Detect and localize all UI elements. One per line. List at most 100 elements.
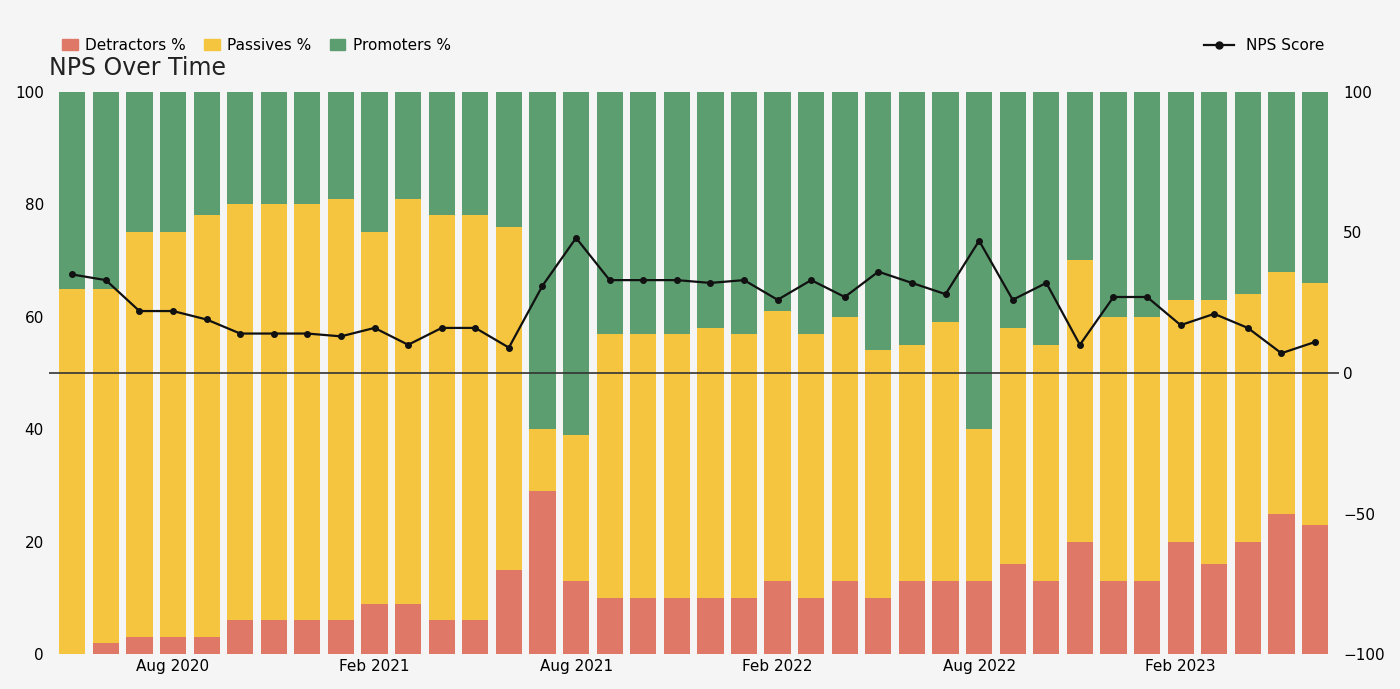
Bar bbox=[1067, 92, 1093, 260]
Bar bbox=[1067, 542, 1093, 654]
Bar bbox=[798, 92, 825, 333]
Bar bbox=[1235, 542, 1261, 654]
Bar bbox=[630, 333, 657, 598]
Bar bbox=[1235, 294, 1261, 542]
Bar bbox=[899, 344, 925, 581]
Bar bbox=[1100, 581, 1127, 654]
Bar bbox=[328, 198, 354, 620]
Bar bbox=[664, 92, 690, 333]
Bar bbox=[865, 351, 892, 598]
Bar bbox=[462, 216, 489, 620]
Bar bbox=[798, 598, 825, 654]
Bar bbox=[865, 92, 892, 351]
Bar bbox=[1168, 542, 1194, 654]
Bar bbox=[563, 435, 589, 581]
Bar bbox=[764, 581, 791, 654]
Bar bbox=[596, 333, 623, 598]
Bar bbox=[395, 92, 421, 198]
Bar bbox=[832, 92, 858, 317]
Bar bbox=[1000, 92, 1026, 328]
Bar bbox=[193, 216, 220, 637]
Bar bbox=[1033, 344, 1060, 581]
Legend: NPS Score: NPS Score bbox=[1197, 32, 1331, 59]
Bar bbox=[126, 637, 153, 654]
Bar bbox=[563, 92, 589, 435]
Bar bbox=[92, 643, 119, 654]
Bar bbox=[126, 92, 153, 232]
Bar bbox=[1268, 271, 1295, 513]
Bar bbox=[932, 322, 959, 581]
Legend: Detractors %, Passives %, Promoters %: Detractors %, Passives %, Promoters % bbox=[56, 32, 456, 59]
Bar bbox=[1268, 92, 1295, 271]
Bar bbox=[1134, 581, 1161, 654]
Bar bbox=[496, 92, 522, 227]
Bar bbox=[328, 620, 354, 654]
Bar bbox=[1201, 564, 1228, 654]
Bar bbox=[126, 232, 153, 637]
Bar bbox=[865, 598, 892, 654]
Bar bbox=[361, 232, 388, 604]
Bar bbox=[1302, 525, 1329, 654]
Bar bbox=[764, 311, 791, 581]
Bar bbox=[1302, 283, 1329, 525]
Bar bbox=[764, 92, 791, 311]
Bar bbox=[395, 604, 421, 654]
Bar bbox=[630, 92, 657, 333]
Bar bbox=[1000, 328, 1026, 564]
Bar bbox=[731, 598, 757, 654]
Bar bbox=[361, 92, 388, 232]
Bar bbox=[630, 598, 657, 654]
Bar bbox=[160, 637, 186, 654]
Bar bbox=[59, 92, 85, 289]
Bar bbox=[1100, 317, 1127, 581]
Bar bbox=[1168, 300, 1194, 542]
Bar bbox=[966, 92, 993, 429]
Bar bbox=[1235, 92, 1261, 294]
Bar bbox=[294, 204, 321, 620]
Bar bbox=[496, 227, 522, 570]
Bar bbox=[731, 92, 757, 333]
Bar bbox=[1033, 581, 1060, 654]
Bar bbox=[1302, 92, 1329, 283]
Bar bbox=[1100, 92, 1127, 317]
Bar bbox=[899, 92, 925, 344]
Bar bbox=[697, 328, 724, 598]
Bar bbox=[328, 92, 354, 198]
Bar bbox=[428, 216, 455, 620]
Bar bbox=[664, 598, 690, 654]
Bar bbox=[227, 620, 253, 654]
Bar bbox=[1201, 92, 1228, 300]
Bar bbox=[260, 620, 287, 654]
Bar bbox=[428, 620, 455, 654]
Bar bbox=[294, 92, 321, 204]
Bar bbox=[563, 581, 589, 654]
Bar bbox=[731, 333, 757, 598]
Bar bbox=[294, 620, 321, 654]
Bar bbox=[395, 198, 421, 604]
Bar bbox=[1000, 564, 1026, 654]
Bar bbox=[664, 333, 690, 598]
Bar bbox=[697, 92, 724, 328]
Bar bbox=[462, 92, 489, 216]
Bar bbox=[1268, 513, 1295, 654]
Bar bbox=[92, 92, 119, 289]
Bar bbox=[832, 581, 858, 654]
Bar bbox=[529, 429, 556, 491]
Bar bbox=[1134, 92, 1161, 317]
Bar bbox=[596, 92, 623, 333]
Bar bbox=[193, 92, 220, 216]
Bar bbox=[227, 204, 253, 620]
Bar bbox=[260, 92, 287, 204]
Bar bbox=[966, 429, 993, 581]
Bar bbox=[160, 232, 186, 637]
Bar bbox=[92, 289, 119, 643]
Bar bbox=[1168, 92, 1194, 300]
Bar bbox=[529, 92, 556, 429]
Bar bbox=[832, 317, 858, 581]
Bar bbox=[193, 637, 220, 654]
Bar bbox=[932, 92, 959, 322]
Bar bbox=[496, 570, 522, 654]
Bar bbox=[529, 491, 556, 654]
Bar bbox=[59, 289, 85, 654]
Bar bbox=[1201, 300, 1228, 564]
